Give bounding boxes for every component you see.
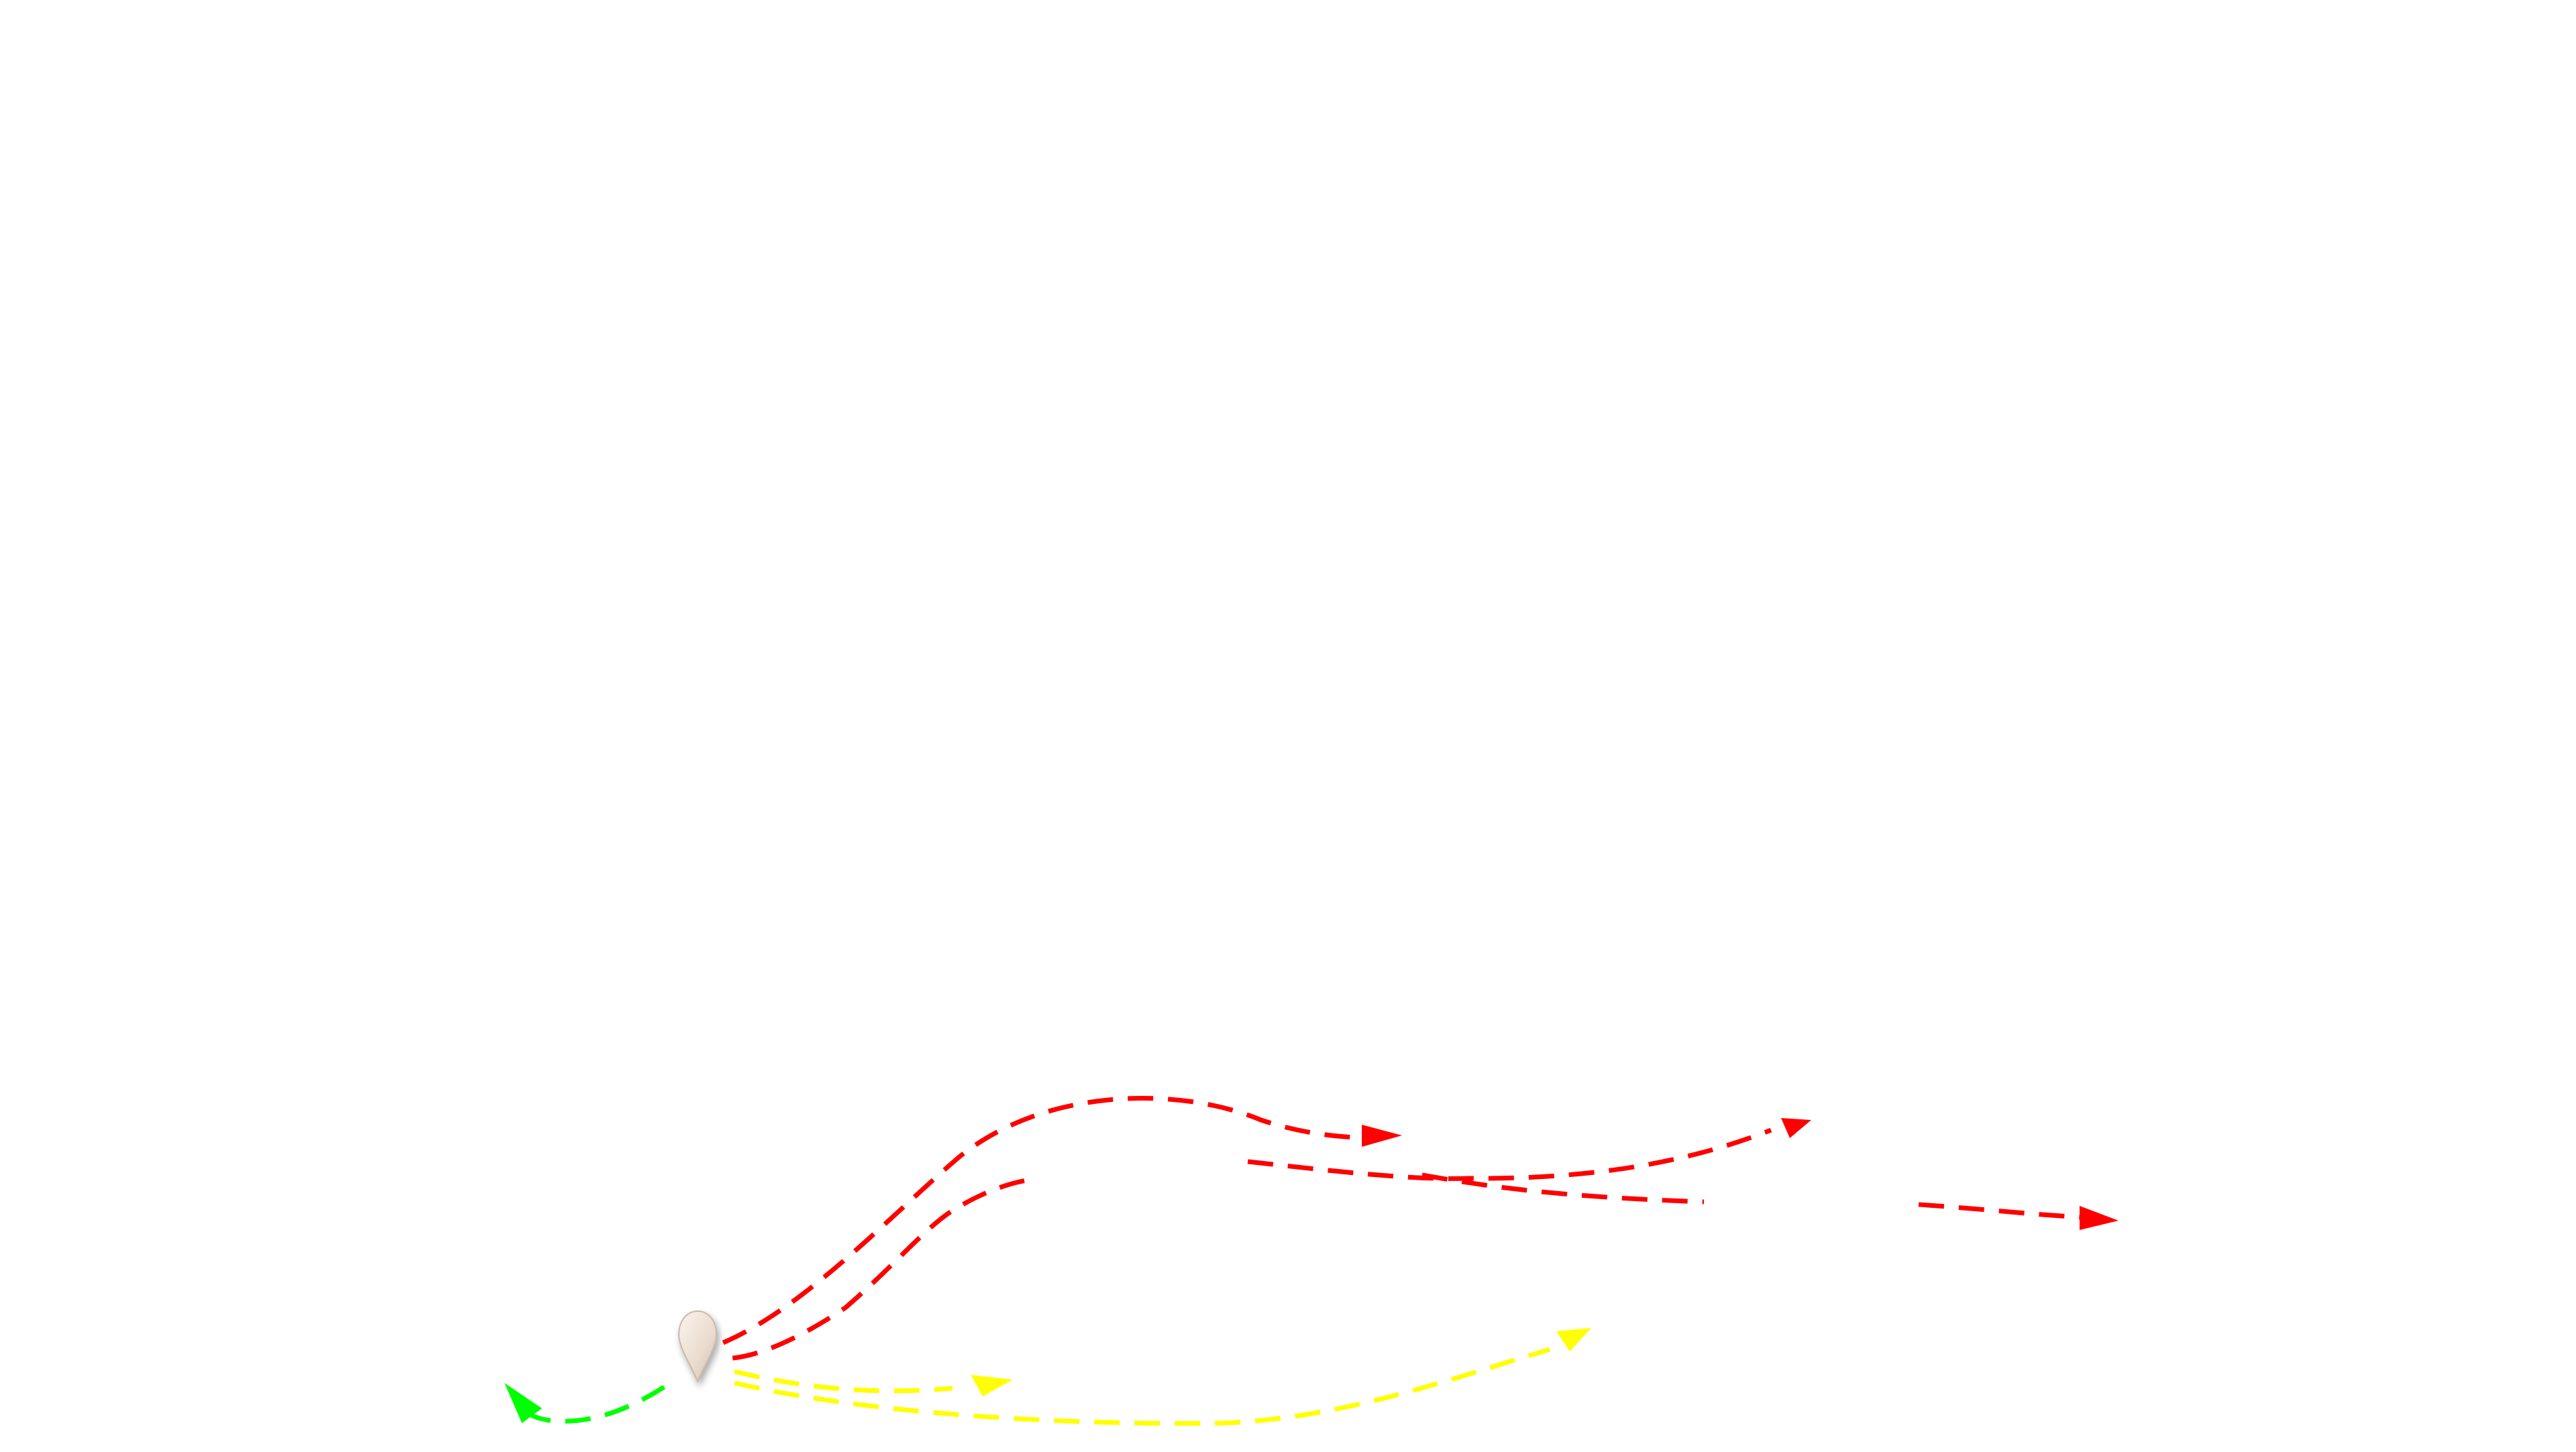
- green-route-left[interactable]: [504, 1383, 665, 1424]
- red-route-middle-long[interactable]: [1247, 1118, 1811, 1181]
- route-path[interactable]: [722, 1096, 1369, 1345]
- location-marker[interactable]: [678, 1310, 718, 1384]
- yellow-route-long[interactable]: [734, 1328, 1591, 1426]
- route-path[interactable]: [734, 1347, 1551, 1426]
- route-path[interactable]: [732, 1178, 1027, 1361]
- route-path[interactable]: [1247, 1127, 1772, 1181]
- map-pin-icon: [678, 1310, 718, 1384]
- route-arrow-icon: [971, 1375, 1013, 1396]
- red-route-far-right[interactable]: [1918, 1202, 2118, 1230]
- red-route-lower-arc[interactable]: [732, 1178, 1027, 1361]
- route-arrow-icon: [1556, 1328, 1591, 1351]
- route-arrow-icon: [2080, 1206, 2118, 1230]
- route-path[interactable]: [734, 1369, 953, 1394]
- route-arrow-icon: [1362, 1125, 1402, 1147]
- yellow-route-short[interactable]: [734, 1369, 1013, 1396]
- route-arrow-icon: [504, 1383, 542, 1423]
- route-path[interactable]: [525, 1385, 665, 1424]
- route-path[interactable]: [1918, 1202, 2084, 1220]
- red-route-upper-arc[interactable]: [722, 1096, 1402, 1345]
- route-arrow-icon: [1781, 1118, 1811, 1138]
